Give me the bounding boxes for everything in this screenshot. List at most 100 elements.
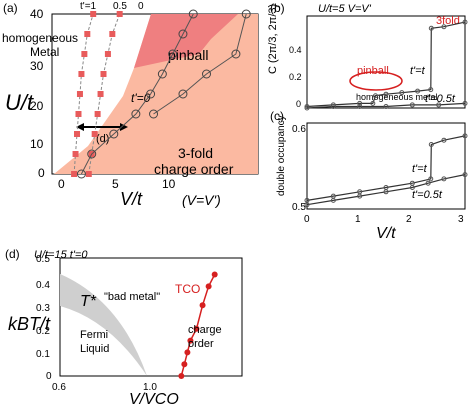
a-ylabel: U/t [5, 90, 34, 115]
svg-text:0.4: 0.4 [36, 280, 50, 291]
d-header: U/t=15 t'=0 [34, 249, 88, 261]
svg-text:30: 30 [30, 59, 44, 73]
a-point [149, 109, 159, 119]
panel-label-d: (d) [5, 247, 20, 261]
d-point [193, 325, 200, 332]
panel-label-a: (a) [3, 1, 18, 15]
c-point [441, 176, 447, 182]
b-point [383, 103, 389, 109]
b-point [409, 102, 415, 108]
svg-text:t'=1: t'=1 [80, 1, 97, 12]
a-point [178, 89, 188, 99]
b-point [436, 102, 442, 108]
panel-d: (d) U/t=15 t'=0 T* "bad metal" Fermi Liq… [5, 247, 243, 406]
d-label-tstar: T* [80, 293, 97, 310]
panel-c: (c) double occupancy t'=t t'=0.5t 0.6 0.… [270, 109, 468, 242]
a-series-line-2 [80, 13, 194, 175]
svg-text:0: 0 [38, 166, 45, 180]
panel-a: (a) t'=1 0.5 0 homogeneous Metal pinball… [2, 1, 259, 209]
c-point [383, 189, 389, 195]
a-series-line-3 [153, 13, 247, 115]
c-xlabel: V/t [376, 225, 396, 242]
a-point [75, 111, 82, 117]
svg-text:20: 20 [30, 99, 44, 113]
svg-text:0.6: 0.6 [292, 124, 306, 135]
svg-text:1: 1 [355, 214, 361, 225]
a-markers [71, 9, 251, 179]
a-point [131, 109, 141, 119]
a-point [87, 149, 97, 159]
b-point [428, 25, 434, 31]
b-pinball-ellipse [349, 71, 403, 91]
a-point [78, 71, 85, 77]
c-point [304, 202, 310, 208]
b-label-homog: homogeneous metal [356, 92, 438, 102]
d-point [187, 337, 194, 344]
a-point [188, 9, 198, 19]
c-series-1 [306, 174, 466, 206]
b-point [370, 100, 376, 106]
panel-label-b: (b) [270, 1, 285, 15]
b-point [383, 91, 389, 97]
b-point [428, 87, 434, 93]
d-point [184, 349, 191, 356]
a-point [168, 49, 178, 59]
d-point [199, 302, 206, 309]
b-point [462, 100, 468, 106]
d-point [181, 361, 188, 368]
d-label-order: order [188, 338, 214, 350]
c-point [462, 133, 468, 139]
a-point [109, 31, 116, 37]
svg-text:pinball: pinball [168, 47, 208, 63]
d-crossover-band [60, 274, 147, 376]
c-point [330, 197, 336, 203]
c-label-t05: t'=0.5t [412, 189, 443, 201]
svg-text:1.0: 1.0 [143, 382, 157, 393]
svg-text:3: 3 [458, 214, 464, 225]
svg-text:0.5: 0.5 [36, 254, 50, 265]
d-ylabel: kBT/t [8, 314, 51, 334]
d-xlabel: V/VCO [129, 391, 179, 406]
a-point [104, 51, 111, 57]
d-tco-line [178, 271, 218, 379]
b-point [399, 90, 405, 96]
svg-text:0.5: 0.5 [292, 202, 306, 213]
b-label-t05: t'=0.5t [425, 93, 456, 105]
d-label-badmetal: "bad metal" [104, 291, 160, 303]
d-label-tco: TCO [175, 282, 200, 296]
a-xlabel: V/t [120, 189, 143, 209]
a-point [94, 111, 101, 117]
b-axes: 0 0.2 0.4 [289, 45, 302, 109]
b-point [357, 103, 363, 109]
svg-text:0: 0 [46, 371, 52, 382]
b-point [304, 105, 310, 111]
a-point [85, 171, 92, 177]
svg-text:0.5: 0.5 [113, 1, 127, 12]
a-point [91, 131, 98, 137]
svg-text:0.2: 0.2 [289, 72, 302, 82]
c-point [409, 185, 415, 190]
d-label-liquid: Liquid [80, 343, 109, 355]
d-point [211, 271, 218, 278]
a-point [84, 31, 91, 37]
c-point [425, 180, 431, 186]
a-xlabel-note: (V=V') [182, 192, 221, 208]
a-point [116, 11, 123, 17]
charge-order-region [54, 14, 258, 174]
svg-text:Metal: Metal [30, 45, 59, 59]
svg-text:homogeneous: homogeneous [2, 31, 78, 45]
b-point [372, 93, 378, 99]
svg-text:2: 2 [406, 214, 412, 225]
d-label-fermi: Fermi [80, 329, 108, 341]
a-top-labels: t'=1 0.5 0 [80, 1, 144, 12]
a-point [76, 169, 86, 179]
a-axes: 0 5 10 0 10 20 30 40 U/t V/t (V=V') [5, 7, 221, 209]
svg-text:0.4: 0.4 [289, 45, 302, 55]
a-point [72, 151, 79, 157]
a-point [97, 91, 104, 97]
b-point [441, 24, 447, 30]
a-point [241, 9, 251, 19]
svg-text:0: 0 [138, 1, 144, 12]
svg-text:(d): (d) [96, 133, 109, 145]
a-point [109, 129, 119, 139]
